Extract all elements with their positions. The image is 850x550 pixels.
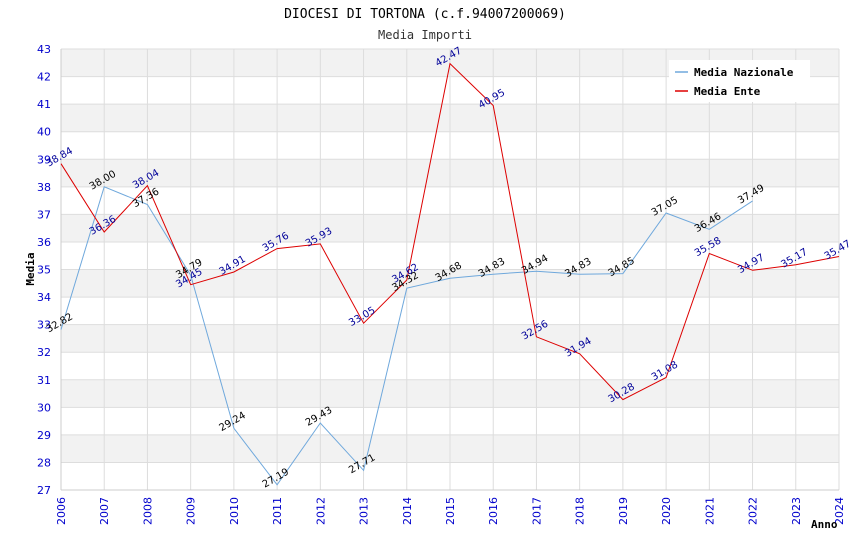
x-tick-label: 2008 [141, 497, 154, 525]
chart-subtitle: Media Importi [378, 28, 472, 42]
y-tick-label: 42 [37, 71, 51, 84]
x-tick-label: 2023 [790, 497, 803, 525]
y-tick-label: 31 [37, 374, 51, 387]
x-tick-label: 2015 [444, 497, 457, 525]
y-tick-label: 40 [37, 126, 51, 139]
y-tick-label: 32 [37, 346, 51, 359]
x-tick-label: 2017 [530, 497, 543, 525]
y-tick-label: 34 [37, 291, 51, 304]
y-tick-label: 30 [37, 401, 51, 414]
x-tick-label: 2024 [833, 497, 846, 525]
x-tick-label: 2007 [98, 497, 111, 525]
gridlines [60, 48, 840, 491]
legend-label-1: Media Ente [694, 85, 761, 98]
x-tick-label: 2018 [574, 497, 587, 525]
y-axis-ticks: 27 28 29 30 31 32 33 34 35 36 37 38 39 40 41 42 43 [37, 43, 51, 497]
y-tick-label: 36 [37, 236, 51, 249]
y-tick-label: 28 [37, 456, 51, 469]
x-tick-label: 2019 [617, 497, 630, 525]
x-tick-label: 2022 [747, 497, 760, 525]
x-tick-label: 2012 [314, 497, 327, 525]
series-line-1 [60, 62, 840, 401]
data-label: 27.19 [261, 467, 291, 491]
x-tick-label: 2016 [487, 497, 500, 525]
x-tick-label: 2020 [660, 497, 673, 525]
data-label: 29.24 [217, 410, 247, 434]
series-lines [60, 62, 840, 486]
y-axis-title: Media [24, 252, 37, 285]
y-tick-label: 29 [37, 429, 51, 442]
x-tick-label: 2009 [185, 497, 198, 525]
legend-box [669, 60, 810, 102]
y-tick-label: 39 [37, 153, 51, 166]
y-tick-label: 33 [37, 319, 51, 332]
data-label: 35.17 [779, 247, 809, 271]
legend: Media Nazionale Media Ente [669, 60, 810, 102]
y-tick-label: 43 [37, 43, 51, 56]
legend-label-0: Media Nazionale [694, 66, 794, 79]
x-tick-label: 2010 [228, 497, 241, 525]
x-axis-title: Anno [811, 518, 838, 531]
x-tick-label: 2011 [271, 497, 284, 525]
x-tick-label: 2014 [401, 497, 414, 525]
x-tick-label: 2013 [358, 497, 371, 525]
y-tick-label: 37 [37, 208, 51, 221]
chart-title: DIOCESI DI TORTONA (c.f.94007200069) [284, 7, 566, 22]
x-axis-ticks: 2006 2007 2008 2009 2010 2011 2012 2013 2014 2015… [55, 497, 846, 525]
y-tick-label: 38 [37, 181, 51, 194]
y-tick-label: 27 [37, 484, 51, 497]
x-tick-label: 2021 [703, 497, 716, 525]
y-tick-label: 41 [37, 98, 51, 111]
y-tick-label: 35 [37, 264, 51, 277]
x-tick-label: 2006 [55, 497, 68, 525]
